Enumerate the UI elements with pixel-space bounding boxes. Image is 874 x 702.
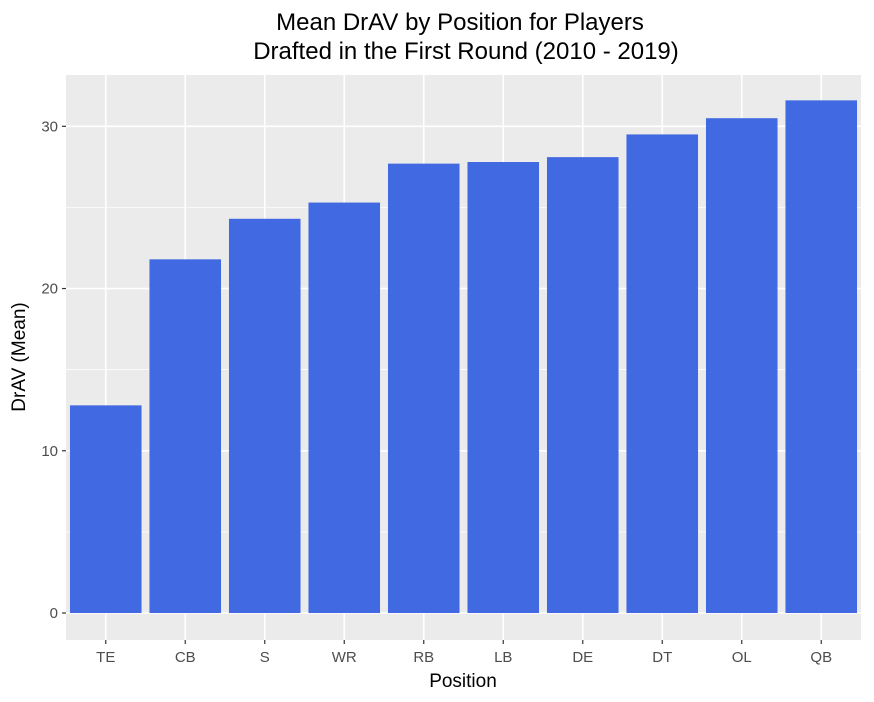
x-axis-title: Position	[429, 671, 497, 692]
x-axis: TE CB S WR RB LB DE DT OL QB	[96, 640, 832, 666]
y-tick-label: 0	[50, 605, 58, 622]
y-tick-label: 20	[41, 281, 58, 298]
x-tick-label: LB	[494, 649, 512, 666]
chart-title: Mean DrAV by Position for Players	[276, 9, 644, 36]
bar-cb	[149, 259, 222, 613]
x-tick-label: OL	[732, 649, 752, 666]
x-tick-label: DE	[572, 649, 593, 666]
bar-qb	[785, 100, 858, 614]
bar-dt	[626, 134, 699, 614]
y-tick-label: 30	[41, 118, 58, 135]
bar-te	[69, 405, 142, 613]
bar-de	[546, 157, 619, 613]
bar-lb	[467, 162, 540, 613]
x-tick-label: WR	[332, 649, 357, 666]
x-tick-label: TE	[96, 649, 115, 666]
y-axis-title: DrAV (Mean)	[9, 302, 30, 411]
y-tick-label: 10	[41, 443, 58, 460]
x-tick-label: CB	[175, 649, 196, 666]
chart-subtitle: Drafted in the First Round (2010 - 2019)	[253, 38, 679, 65]
y-axis: 0 10 20 30	[41, 118, 66, 622]
bars	[69, 100, 858, 614]
x-tick-label: QB	[810, 649, 832, 666]
x-tick-label: RB	[413, 649, 434, 666]
bar-wr	[308, 202, 381, 614]
bar-rb	[387, 163, 460, 614]
bar-s	[228, 218, 301, 614]
x-tick-label: DT	[652, 649, 672, 666]
bar-ol	[705, 118, 778, 614]
x-tick-label: S	[260, 649, 270, 666]
